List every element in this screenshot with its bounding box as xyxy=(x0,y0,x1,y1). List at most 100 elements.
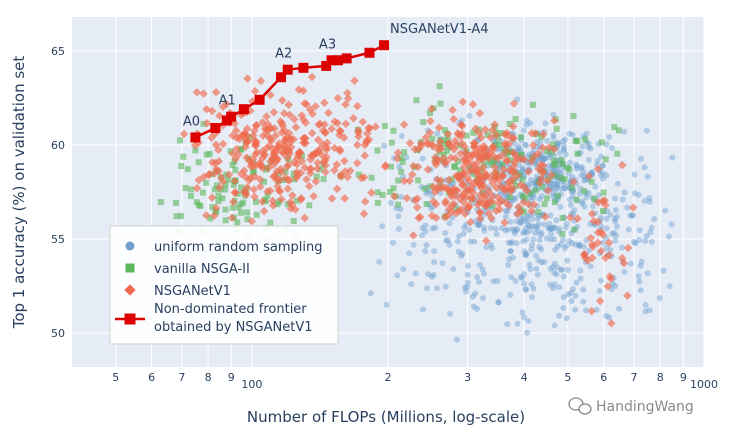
nsganetv1-point xyxy=(311,102,320,111)
random-sampling-point xyxy=(563,315,570,322)
nsga2-point xyxy=(192,147,199,154)
random-sampling-point xyxy=(549,225,556,232)
nsganetv1-point xyxy=(409,161,418,171)
random-sampling-point xyxy=(589,168,596,175)
random-sampling-point xyxy=(596,287,603,294)
nsganetv1-point xyxy=(250,192,259,202)
random-sampling-point xyxy=(521,248,528,255)
legend: uniform random sampling vanilla NSGA-II … xyxy=(109,225,339,345)
random-sampling-point xyxy=(492,225,499,232)
nsganetv1-point xyxy=(230,188,239,197)
random-sampling-point xyxy=(528,241,535,248)
random-sampling-point xyxy=(643,127,650,134)
random-sampling-point xyxy=(553,217,560,224)
random-sampling-point xyxy=(510,225,517,232)
nsganetv1-point xyxy=(343,94,353,103)
nsganetv1-point xyxy=(466,217,475,227)
random-sampling-point xyxy=(498,225,505,232)
nsganetv1-point xyxy=(247,217,257,226)
nsganetv1-point xyxy=(501,140,510,150)
nsga2-point xyxy=(203,179,210,186)
random-sampling-point xyxy=(551,322,558,329)
random-sampling-point xyxy=(536,244,543,251)
random-sampling-point xyxy=(561,185,568,192)
nsga2-point xyxy=(195,159,202,166)
random-sampling-point xyxy=(395,213,402,220)
random-sampling-point xyxy=(514,226,521,233)
nsganetv1-point xyxy=(468,100,478,109)
random-sampling-point xyxy=(636,236,643,243)
nsganetv1-point xyxy=(330,143,339,153)
nsga2-point xyxy=(238,145,245,152)
random-sampling-point xyxy=(520,214,527,221)
random-sampling-point xyxy=(515,145,522,152)
random-sampling-point xyxy=(638,258,645,265)
random-sampling-point xyxy=(398,132,405,139)
nsga2-point xyxy=(598,139,605,146)
random-sampling-point xyxy=(554,184,561,191)
random-sampling-point xyxy=(528,246,535,253)
nsga2-point xyxy=(178,163,185,170)
nsganetv1-point xyxy=(484,209,493,218)
random-sampling-point xyxy=(669,154,676,161)
random-sampling-point xyxy=(541,155,548,162)
random-sampling-point xyxy=(560,146,567,153)
nsganetv1-point xyxy=(447,192,456,201)
nsganetv1-point xyxy=(281,133,291,142)
random-sampling-point xyxy=(534,215,541,222)
random-sampling-point xyxy=(600,175,607,182)
y-tick-labels: 50 55 60 65 xyxy=(51,45,65,340)
nsga2-point xyxy=(215,192,222,199)
random-sampling-point xyxy=(566,159,573,166)
nsga2-point xyxy=(427,110,434,117)
x-tick-label: 6 xyxy=(148,371,155,384)
random-sampling-point xyxy=(551,260,558,267)
nsga2-point xyxy=(457,167,464,174)
random-sampling-point xyxy=(562,151,569,158)
nsga2-point xyxy=(550,141,557,148)
nsga2-point xyxy=(193,199,200,206)
nsga2-point xyxy=(368,174,375,181)
random-sampling-point xyxy=(529,223,536,230)
nsganetv1-point xyxy=(271,131,280,140)
nsga2-point xyxy=(250,169,257,176)
random-sampling-point xyxy=(541,259,548,266)
nsga2-point xyxy=(229,162,236,169)
random-sampling-point xyxy=(641,164,648,171)
random-sampling-point xyxy=(573,161,580,168)
random-sampling-point xyxy=(576,241,583,248)
random-sampling-point xyxy=(554,139,561,146)
nsganetv1-point xyxy=(266,90,275,100)
nsga2-point xyxy=(529,101,536,108)
nsganetv1-point xyxy=(336,172,346,181)
nsganetv1-point xyxy=(330,117,339,126)
random-sampling-point xyxy=(642,308,649,315)
nsga2-point xyxy=(499,161,506,168)
nsganetv1-point xyxy=(346,166,355,176)
random-sampling-point xyxy=(564,242,571,249)
legend-label-random: uniform random sampling xyxy=(154,240,322,255)
nsganetv1-point xyxy=(492,130,501,140)
nsganetv1-point xyxy=(291,205,300,214)
annotation-label: A1 xyxy=(219,94,236,109)
random-sampling-point xyxy=(585,156,592,163)
random-sampling-point xyxy=(537,231,544,238)
random-sampling-point xyxy=(465,262,472,269)
random-sampling-point xyxy=(612,218,619,225)
random-sampling-point xyxy=(551,224,558,231)
nsganetv1-point xyxy=(587,306,596,316)
nsga2-point xyxy=(573,196,580,203)
frontier-point xyxy=(282,64,293,75)
random-sampling-point xyxy=(587,263,594,270)
frontier-point xyxy=(326,55,337,66)
nsganetv1-point xyxy=(458,97,468,107)
nsganetv1-point xyxy=(330,166,339,175)
random-sampling-point xyxy=(611,215,618,222)
nsganetv1-point xyxy=(367,188,376,198)
nsga2-point xyxy=(566,166,573,173)
random-sampling-point xyxy=(476,261,483,268)
nsganetv1-point xyxy=(204,170,213,180)
random-sampling-point xyxy=(567,289,574,296)
random-sampling-point xyxy=(547,265,554,272)
random-sampling-point xyxy=(487,241,494,248)
